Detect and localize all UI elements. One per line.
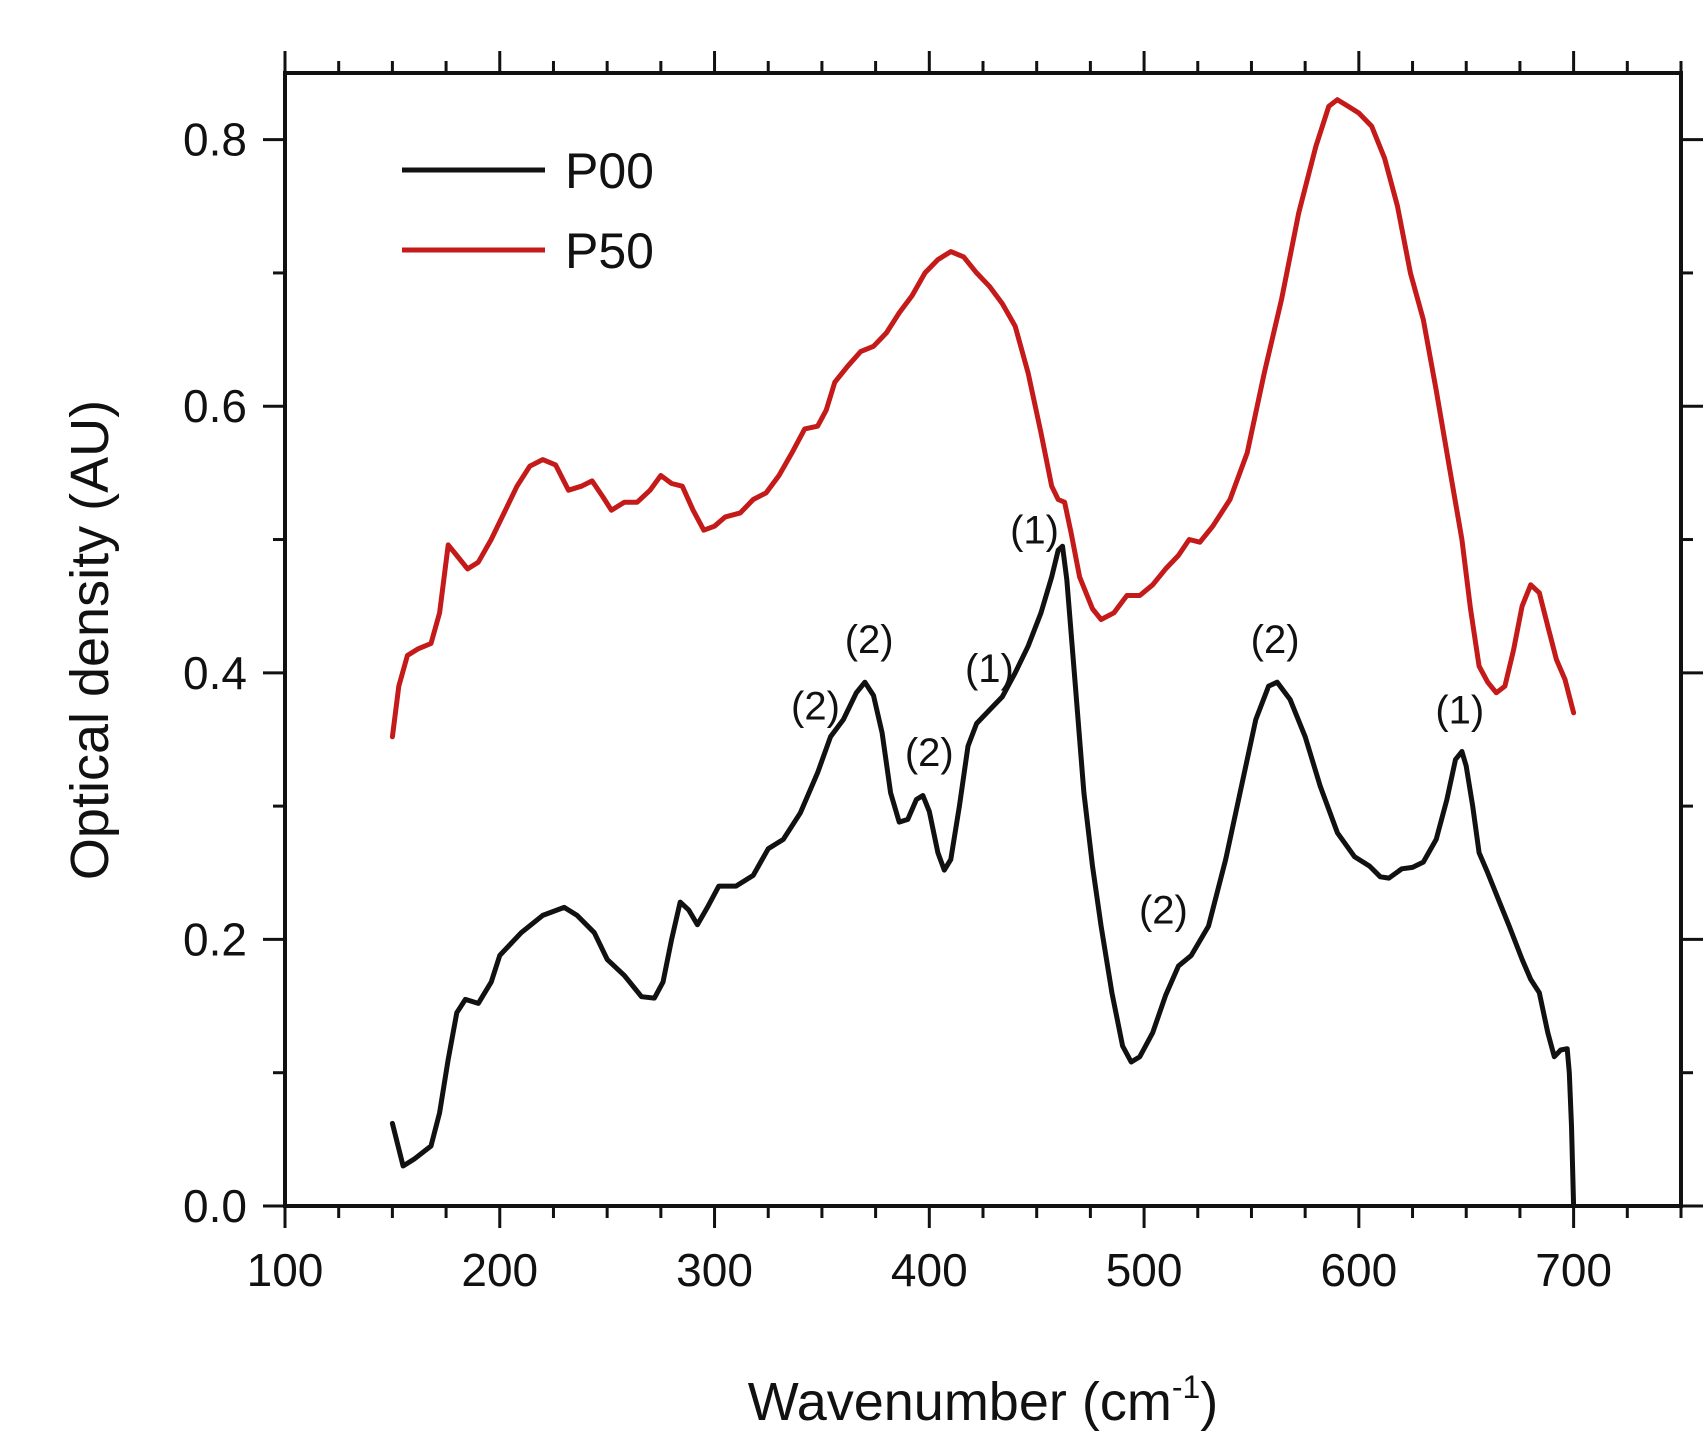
x-tick-label: 600 [1320,1244,1397,1296]
y-tick-label: 0.8 [183,114,247,166]
y-tick-label: 0.4 [183,647,247,699]
x-tick-label: 100 [247,1244,324,1296]
peak-annotation: (2) [1139,888,1188,932]
peak-annotation: (2) [791,684,840,728]
plot-frame [283,71,1683,1208]
y-tick-label: 0.6 [183,380,247,432]
x-tick-label: 300 [676,1244,753,1296]
series-group [389,97,1577,1209]
peak-annotation: (1) [1435,688,1484,732]
x-axis-title-main: Wavenumber (cm [748,1372,1172,1432]
peak-annotations: (2)(2)(2)(1)(1)(2)(2)(1) [791,509,1484,933]
x-axis-title-end: ) [1200,1372,1218,1432]
y-tick-label: 0.0 [183,1180,247,1232]
series-line-p00 [389,543,1577,1209]
peak-annotation: (1) [965,647,1014,691]
peak-annotation: (1) [1010,509,1059,553]
y-axis-title: Optical density (AU) [60,400,120,880]
axis-ticks: 100 200 300 400 500 600 700 0.0 0.2 0.4 0.6 0.8 [183,51,1703,1296]
x-axis-title: Wavenumber (cm-1) [748,1369,1219,1432]
peak-annotation: (2) [845,618,894,662]
y-tick-label: 0.2 [183,913,247,965]
legend-label-p50: P50 [565,223,654,279]
legend-label-p00: P00 [565,143,654,199]
x-tick-label: 400 [891,1244,968,1296]
x-axis-title-superscript: -1 [1172,1369,1200,1405]
peak-annotation: (2) [1251,618,1300,662]
series-line-p50 [389,97,1577,740]
x-tick-label: 200 [461,1244,538,1296]
x-tick-label: 500 [1106,1244,1183,1296]
peak-annotation: (2) [905,731,954,775]
x-tick-label: 700 [1535,1244,1612,1296]
legend: P00 P50 [402,143,654,279]
